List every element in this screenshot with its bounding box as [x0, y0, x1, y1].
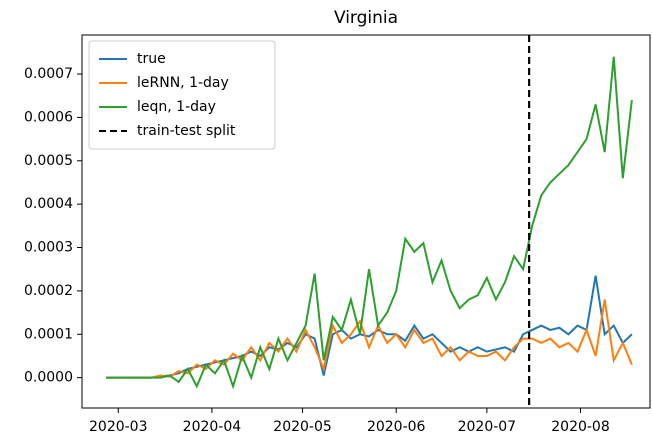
chart-title: Virginia — [334, 8, 398, 28]
x-tick-label: 2020-04 — [183, 419, 242, 435]
y-tick-label: 0.0000 — [24, 370, 73, 386]
x-tick-label: 2020-03 — [89, 419, 148, 435]
y-tick-label: 0.0006 — [24, 109, 73, 125]
series-line — [106, 299, 633, 379]
legend-label: true — [137, 51, 166, 67]
legend-label: leqn, 1-day — [137, 99, 216, 115]
legend: true leRNN, 1-day leqn, 1-day train-test sp… — [88, 40, 276, 150]
series-line — [106, 275, 633, 379]
x-tick-label: 2020-06 — [367, 419, 426, 435]
y-tick-label: 0.0001 — [24, 326, 73, 342]
legend-label: leRNN, 1-day — [137, 75, 229, 91]
x-tick-label: 2020-07 — [458, 419, 517, 435]
legend-box — [88, 40, 276, 150]
y-tick-label: 0.0003 — [24, 240, 73, 256]
y-tick-label: 0.0007 — [24, 66, 73, 82]
plot-frame — [81, 34, 651, 409]
x-tick-label: 2020-05 — [273, 419, 332, 435]
y-tick-label: 0.0005 — [24, 153, 73, 169]
series-line — [106, 56, 633, 390]
y-tick-label: 0.0002 — [24, 283, 73, 299]
legend-label: train-test split — [137, 123, 236, 139]
x-tick-label: 2020-08 — [551, 419, 610, 435]
y-tick-label: 0.0004 — [24, 196, 73, 212]
